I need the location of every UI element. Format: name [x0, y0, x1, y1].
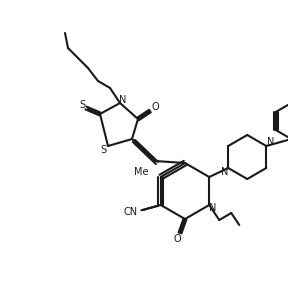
Text: CN: CN	[124, 207, 138, 217]
Text: S: S	[79, 100, 85, 110]
Text: O: O	[173, 234, 181, 244]
Text: Me: Me	[134, 167, 149, 177]
Text: O: O	[151, 102, 159, 112]
Text: S: S	[100, 145, 106, 155]
Text: N: N	[209, 203, 216, 213]
Text: N: N	[221, 167, 228, 177]
Text: N: N	[119, 95, 127, 105]
Text: N: N	[267, 137, 274, 147]
